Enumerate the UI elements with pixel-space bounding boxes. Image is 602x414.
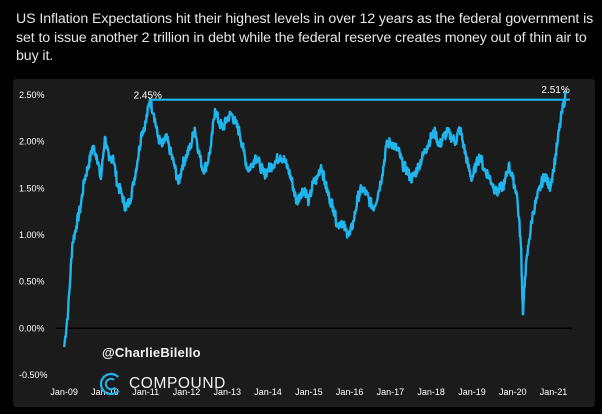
x-tick-label: Jan-17: [377, 387, 405, 397]
y-tick-label: -0.50%: [19, 370, 48, 380]
x-tick-label: Jan-19: [458, 387, 486, 397]
x-tick-label: Jan-16: [336, 387, 364, 397]
y-tick-label: 1.50%: [19, 183, 45, 193]
compound-logo-icon: [99, 372, 123, 396]
x-tick-label: Jan-13: [214, 387, 242, 397]
y-tick-label: 2.00%: [19, 137, 45, 147]
data-label: 2.51%: [541, 85, 569, 96]
y-tick-label: 1.00%: [19, 230, 45, 240]
y-tick-label: 0.00%: [19, 323, 45, 333]
watermark-brand: COMPOUND: [99, 370, 226, 398]
watermark-brand-name: COMPOUND: [129, 375, 226, 392]
x-tick-label: Jan-20: [499, 387, 527, 397]
watermark-handle: @CharlieBilello: [102, 345, 201, 360]
x-tick-label: Jan-18: [417, 387, 445, 397]
y-tick-label: 0.50%: [19, 277, 45, 287]
y-tick-label: 2.50%: [19, 90, 45, 100]
annotation-layer: 2.45% 2.51%: [134, 85, 570, 102]
y-axis-ticks: 2.50% 2.00% 1.50% 1.00% 0.50% 0.00% -0.50%: [19, 90, 48, 380]
inflation-expectations-chart: 2.50% 2.00% 1.50% 1.00% 0.50% 0.00% -0.50% Jan…: [19, 85, 572, 397]
x-tick-label: Jan-12: [173, 387, 201, 397]
x-tick-label: Jan-09: [50, 387, 78, 397]
x-tick-label: Jan-11: [132, 387, 159, 397]
series-line-inflation-expectations: [63, 90, 567, 348]
post-caption: US Inflation Expectations hit their high…: [16, 11, 594, 64]
x-tick-label: Jan-21: [540, 387, 568, 397]
chart-card: 2.50% 2.00% 1.50% 1.00% 0.50% 0.00% -0.50% Jan…: [13, 79, 595, 407]
x-tick-label: Jan-14: [254, 387, 282, 397]
data-label: 2.45%: [134, 91, 162, 102]
x-tick-label: Jan-15: [295, 387, 323, 397]
